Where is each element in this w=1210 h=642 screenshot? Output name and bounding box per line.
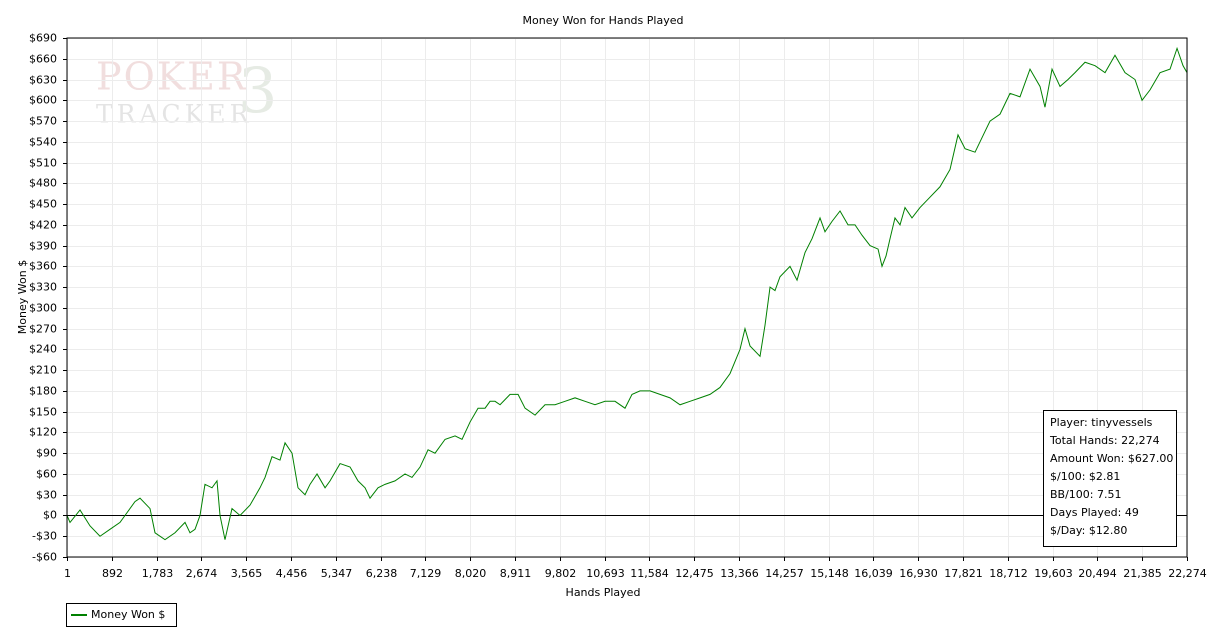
x-tick-label: 892 bbox=[102, 567, 123, 580]
x-tick-label: 10,693 bbox=[586, 567, 625, 580]
x-tick-label: 21,385 bbox=[1123, 567, 1162, 580]
x-tick-label: 1,783 bbox=[142, 567, 174, 580]
grid bbox=[63, 38, 1188, 561]
info-box: Player: tinyvessels Total Hands: 22,274 Am… bbox=[1043, 410, 1177, 547]
y-axis-label: Money Won $ bbox=[16, 260, 29, 334]
y-tick-label: $150 bbox=[29, 406, 57, 419]
y-tick-label: $0 bbox=[43, 509, 57, 522]
x-tick-label: 12,475 bbox=[675, 567, 714, 580]
y-tick-label: $540 bbox=[29, 136, 57, 149]
x-axis-label: Hands Played bbox=[566, 586, 641, 599]
x-tick-label: 19,603 bbox=[1034, 567, 1073, 580]
x-tick-label: 4,456 bbox=[276, 567, 308, 580]
info-line: BB/100: 7.51 bbox=[1050, 488, 1122, 501]
y-tick-label: $510 bbox=[29, 157, 57, 170]
y-tick-label: $420 bbox=[29, 219, 57, 232]
info-line: $/Day: $12.80 bbox=[1050, 524, 1127, 537]
x-tick-label: 18,712 bbox=[989, 567, 1028, 580]
y-tick-label: $330 bbox=[29, 281, 57, 294]
y-tick-label: $210 bbox=[29, 364, 57, 377]
info-line: Amount Won: $627.00 bbox=[1050, 452, 1173, 465]
info-line: Total Hands: 22,274 bbox=[1049, 434, 1160, 447]
x-tick-label: 9,802 bbox=[545, 567, 577, 580]
y-tick-label: $480 bbox=[29, 177, 57, 190]
y-tick-label: -$30 bbox=[32, 530, 57, 543]
legend: Money Won $ bbox=[66, 603, 177, 627]
x-tick-label: 8,020 bbox=[455, 567, 487, 580]
y-tick-label: $180 bbox=[29, 385, 57, 398]
x-tick-label: 11,584 bbox=[630, 567, 669, 580]
x-tick-label: 13,366 bbox=[720, 567, 759, 580]
y-tick-label: $600 bbox=[29, 94, 57, 107]
data-line bbox=[66, 46, 1188, 541]
y-tick-label: $690 bbox=[29, 32, 57, 45]
x-tick-label: 6,238 bbox=[366, 567, 398, 580]
info-line: Player: tinyvessels bbox=[1050, 416, 1153, 429]
info-box-frame bbox=[1043, 410, 1177, 547]
legend-frame bbox=[66, 603, 177, 627]
y-tick-label: $360 bbox=[29, 260, 57, 273]
info-line: $/100: $2.81 bbox=[1050, 470, 1120, 483]
y-tick-label: $390 bbox=[29, 240, 57, 253]
y-tick-label: $630 bbox=[29, 74, 57, 87]
x-tick-label: 20,494 bbox=[1078, 567, 1117, 580]
x-tick-label: 7,129 bbox=[410, 567, 442, 580]
x-tick-label: 14,257 bbox=[765, 567, 804, 580]
y-tick-label: $90 bbox=[36, 447, 57, 460]
plot bbox=[66, 46, 1188, 541]
watermark: 3 bbox=[238, 54, 277, 127]
x-tick-label: 3,565 bbox=[231, 567, 263, 580]
y-tick-label: $270 bbox=[29, 323, 57, 336]
chart-title: Money Won for Hands Played bbox=[523, 14, 684, 27]
x-tick-label: 16,930 bbox=[899, 567, 938, 580]
legend-label: Money Won $ bbox=[91, 608, 165, 621]
y-tick-label: $30 bbox=[36, 489, 57, 502]
x-tick-label: 8,911 bbox=[500, 567, 532, 580]
y-tick-label: $120 bbox=[29, 426, 57, 439]
info-line: Days Played: 49 bbox=[1050, 506, 1139, 519]
watermark: TRACKER bbox=[96, 100, 252, 129]
x-tick-label: 2,674 bbox=[186, 567, 218, 580]
x-tick-label: 15,148 bbox=[810, 567, 849, 580]
plot-border bbox=[66, 37, 1188, 558]
x-tick-label: 16,039 bbox=[854, 567, 893, 580]
y-tick-label: $240 bbox=[29, 343, 57, 356]
y-tick-label: $300 bbox=[29, 302, 57, 315]
x-tick-label: 22,274 bbox=[1168, 567, 1207, 580]
y-tick-label: $60 bbox=[36, 468, 57, 481]
x-tick-label: 5,347 bbox=[321, 567, 353, 580]
y-tick-label: -$60 bbox=[32, 551, 57, 564]
x-tick-label: 1 bbox=[64, 567, 71, 580]
y-tick-label: $450 bbox=[29, 198, 57, 211]
watermark: POKER bbox=[96, 55, 247, 99]
y-tick-label: $570 bbox=[29, 115, 57, 128]
y-tick-label: $660 bbox=[29, 53, 57, 66]
x-tick-label: 17,821 bbox=[944, 567, 983, 580]
